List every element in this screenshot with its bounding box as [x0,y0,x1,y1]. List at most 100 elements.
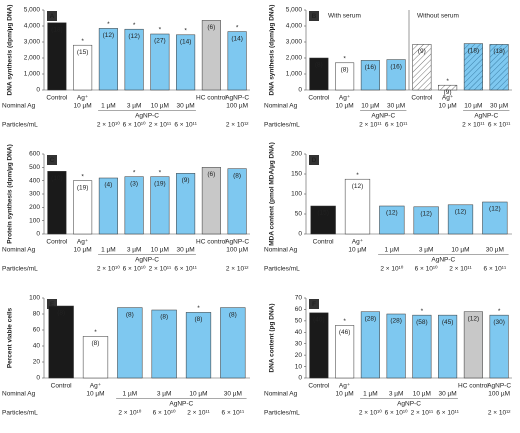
n-label: (10) [51,175,63,182]
significance: * [421,308,424,315]
y-tick-label: 3,000 [24,39,41,46]
x-tick-label: Ag⁺ [339,95,351,102]
significance: * [133,22,136,29]
dose-label: 10 µM [451,247,469,254]
dose-label: 10 µM [336,391,354,398]
particles-label: 6 × 10¹⁰ [123,121,146,129]
dose-label: 100 µM [226,247,248,254]
bar [47,171,67,235]
row-label: Particles/mL [264,266,300,273]
x-tick-label: Control [308,383,330,390]
x-tick-label: AgNP-C [487,383,511,390]
dose-label: 10 µM [151,103,169,110]
bar [309,312,329,379]
dose-label: 10 µM [151,247,169,254]
y-axis-label: DNA content (pg DNA) [269,303,276,372]
x-tick-label: Control [313,239,335,246]
y-tick-label: 4,000 [24,23,41,30]
dose-label: 1 µM [363,391,378,398]
y-axis-label: Percent viable cells [7,307,14,368]
panel: DNA synthesis (dpm/µg DNA) 0 1,000 2,000 3,0… [2,5,250,129]
particles-label: 6 × 10¹¹ [436,410,459,417]
group-label: AgNP-C [474,113,498,120]
y-tick-label: 20 [33,359,41,366]
y-tick-label: 60 [295,306,303,313]
y-axis-label: Protein synthesis (dpm/µg DNA) [7,144,14,243]
bar [227,168,247,235]
panel-label: E [50,301,55,308]
x-tick-label: Control [46,239,68,246]
panel: MDA content (pmol MDA/µg DNA) 0 50 100 150 20… [264,142,512,273]
bar [201,167,221,235]
row-label: Nominal Ag [2,103,36,110]
significance: * [159,169,162,176]
dose-label: 10 µM [413,391,431,398]
bar [82,336,109,379]
particles-label: 2 × 10¹¹ [411,410,434,417]
annotation: Without serum [417,13,459,20]
y-tick-label: 100 [29,217,40,224]
y-tick-label: 0 [36,87,40,94]
dose-label: 3 µM [157,391,172,398]
bar [47,22,67,91]
bar [150,176,170,235]
x-tick-label: HC control [458,383,489,390]
particles-label: 6 × 10¹¹ [484,266,507,273]
n-label: (12) [128,33,140,40]
bar [310,205,336,235]
bar [489,44,509,91]
bar [438,314,458,379]
panel-box [309,11,319,21]
particles-label: 2 × 10¹⁰ [380,265,403,273]
row-label: Nominal Ag [264,103,298,110]
y-tick-label: 0 [298,231,302,238]
particles-label: 2 × 10¹⁰ [118,409,141,417]
y-tick-label: 30 [295,340,303,347]
row-label: Particles/mL [264,410,300,417]
particles-label: 2 × 10¹¹ [449,266,472,273]
bar [360,60,380,91]
particles-label: 6 × 10¹¹ [174,122,197,129]
dose-label: 100 µM [488,391,510,398]
dose-label: 1 µM [101,247,116,254]
bar [447,204,474,235]
bar [201,20,221,91]
bar [98,28,118,91]
group-label: AgNP-C [169,401,193,408]
n-label: (9) [418,48,426,55]
particles-label: 2 × 10¹⁰ [97,121,120,129]
bar [176,34,196,91]
y-tick-label: 500 [29,164,40,171]
dose-label: 10 µM [74,247,92,254]
panel-box [47,11,57,21]
y-tick-label: 100 [29,295,40,302]
significance: * [343,56,346,63]
panel-box [309,299,319,309]
x-tick-label: Ag⁺ [77,95,89,102]
bar [309,57,329,91]
significance: * [197,305,200,312]
bar [344,178,371,235]
row-label: Particles/mL [2,410,38,417]
panel-box [309,155,319,165]
n-label: (28) [390,318,402,325]
dose-label: 1 µM [101,103,116,110]
bar [489,314,509,379]
bar [335,325,355,379]
dose-label: 10 µM [189,391,207,398]
dose-label: 10 µM [464,103,482,110]
particles-label: 2 × 10¹² [226,266,249,273]
dose-label: 30 µM [177,103,195,110]
particles-label: 2 × 10¹¹ [359,122,382,129]
y-tick-label: 1,000 [24,71,41,78]
bar [412,44,432,91]
n-label: (12) [468,315,480,322]
y-tick-label: 80 [33,311,41,318]
dose-label: 30 µM [177,247,195,254]
dose-label: 10 µM [361,103,379,110]
group-label: AgNP-C [135,113,159,120]
bar [185,312,212,379]
n-label: (12) [420,211,432,218]
y-tick-label: 200 [291,151,302,158]
bar [482,201,508,235]
